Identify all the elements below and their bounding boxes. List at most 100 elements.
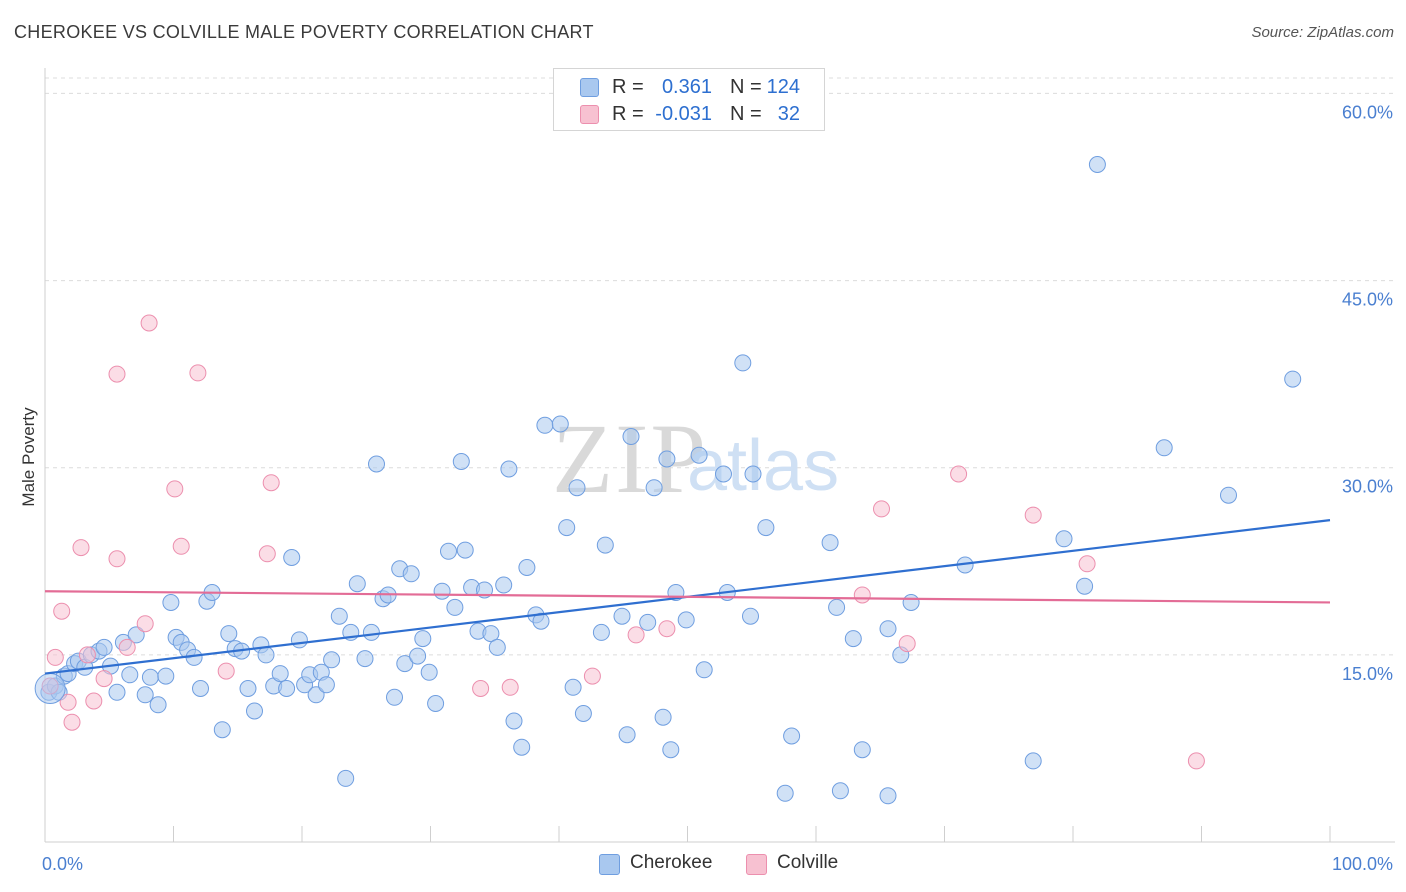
cherokee-point[interactable] (1024, 752, 1042, 770)
cherokee-point[interactable] (757, 519, 775, 537)
cherokee-point[interactable] (639, 613, 657, 631)
colville-point[interactable] (262, 474, 280, 492)
cherokee-point[interactable] (613, 607, 631, 625)
cherokee-point[interactable] (592, 623, 610, 641)
cherokee-point-cluster[interactable] (34, 673, 66, 705)
colville-point[interactable] (189, 364, 207, 382)
cherokee-point[interactable] (409, 647, 427, 665)
cherokee-point[interactable] (844, 630, 862, 648)
cherokee-point[interactable] (141, 668, 159, 686)
cherokee-point[interactable] (1076, 577, 1094, 595)
colville-point[interactable] (140, 314, 158, 332)
cherokee-point[interactable] (513, 738, 531, 756)
cherokee-point[interactable] (532, 612, 550, 630)
cherokee-point[interactable] (734, 354, 752, 372)
cherokee-point[interactable] (558, 519, 576, 537)
cherokee-point[interactable] (677, 611, 695, 629)
cherokee-point[interactable] (278, 680, 296, 697)
colville-point[interactable] (217, 662, 235, 680)
cherokee-point[interactable] (551, 415, 569, 433)
colville-point[interactable] (1024, 506, 1042, 524)
colville-point[interactable] (72, 539, 90, 557)
colville-point[interactable] (472, 680, 490, 697)
cherokee-point[interactable] (95, 638, 113, 656)
cherokee-point[interactable] (368, 455, 385, 473)
colville-point[interactable] (78, 646, 96, 664)
colville-point[interactable] (63, 713, 81, 731)
cherokee-point[interactable] (290, 631, 308, 649)
cherokee-point[interactable] (568, 479, 586, 497)
colville-point[interactable] (85, 692, 103, 710)
cherokee-point[interactable] (386, 688, 403, 706)
cherokee-point[interactable] (1088, 156, 1106, 173)
colville-point[interactable] (1187, 752, 1205, 770)
cherokee-point[interactable] (500, 460, 518, 478)
cherokee-point[interactable] (420, 663, 438, 681)
cherokee-point[interactable] (505, 712, 523, 730)
colville-point[interactable] (118, 638, 136, 656)
colville-point[interactable] (873, 500, 890, 518)
colville-point[interactable] (166, 480, 184, 498)
cherokee-point[interactable] (452, 453, 470, 470)
cherokee-point[interactable] (1220, 486, 1237, 504)
cherokee-point[interactable] (574, 705, 592, 722)
cherokee-point[interactable] (127, 626, 145, 644)
cherokee-point[interactable] (283, 549, 301, 566)
colville-point[interactable] (95, 670, 113, 688)
cherokee-point[interactable] (742, 607, 759, 625)
cherokee-point[interactable] (536, 416, 554, 434)
cherokee-point[interactable] (879, 787, 897, 805)
cherokee-point[interactable] (744, 465, 762, 483)
cherokee-point[interactable] (879, 620, 897, 638)
colville-point[interactable] (59, 693, 77, 711)
cherokee-point[interactable] (618, 726, 636, 744)
colville-point[interactable] (46, 648, 64, 666)
cherokee-point[interactable] (108, 683, 126, 701)
cherokee-point[interactable] (396, 655, 414, 673)
cherokee-point[interactable] (690, 446, 708, 464)
cherokee-point[interactable] (783, 727, 801, 745)
colville-point[interactable] (108, 550, 126, 568)
cherokee-point[interactable] (715, 465, 732, 483)
colville-point[interactable] (108, 365, 126, 383)
colville-point[interactable] (583, 667, 601, 685)
cherokee-point[interactable] (157, 667, 175, 685)
colville-point[interactable] (627, 626, 645, 644)
cherokee-point[interactable] (456, 541, 474, 559)
cherokee-point[interactable] (307, 686, 325, 704)
colville-point[interactable] (501, 678, 519, 696)
colville-point[interactable] (136, 615, 154, 633)
cherokee-point[interactable] (1284, 370, 1302, 388)
cherokee-point[interactable] (162, 594, 180, 611)
cherokee-point[interactable] (136, 686, 154, 704)
cherokee-point[interactable] (427, 695, 445, 712)
cherokee-point[interactable] (149, 696, 167, 714)
colville-point[interactable] (853, 586, 871, 604)
cherokee-point[interactable] (402, 565, 420, 583)
cherokee-point[interactable] (239, 680, 257, 697)
cherokee-point[interactable] (658, 450, 676, 468)
cherokee-point[interactable] (654, 708, 672, 726)
cherokee-point[interactable] (821, 534, 839, 552)
cherokee-point[interactable] (121, 666, 139, 684)
colville-point[interactable] (258, 545, 276, 563)
cherokee-point[interactable] (564, 678, 582, 696)
cherokee-point[interactable] (317, 676, 335, 694)
colville-point[interactable] (172, 537, 190, 555)
cherokee-point[interactable] (482, 625, 500, 643)
colville-point[interactable] (950, 465, 968, 483)
cherokee-point[interactable] (695, 661, 713, 679)
cherokee-point[interactable] (433, 582, 451, 600)
cherokee-point[interactable] (337, 769, 355, 787)
cherokee-point[interactable] (271, 665, 289, 683)
cherokee-point[interactable] (488, 638, 506, 656)
cherokee-point[interactable] (645, 479, 663, 497)
cherokee-point[interactable] (356, 650, 374, 668)
cherokee-point[interactable] (440, 542, 457, 560)
colville-point[interactable] (658, 620, 676, 638)
colville-point[interactable] (898, 635, 916, 653)
cherokee-point[interactable] (348, 575, 366, 593)
cherokee-point[interactable] (518, 559, 536, 576)
cherokee-point[interactable] (362, 623, 380, 641)
cherokee-point[interactable] (1155, 439, 1173, 457)
